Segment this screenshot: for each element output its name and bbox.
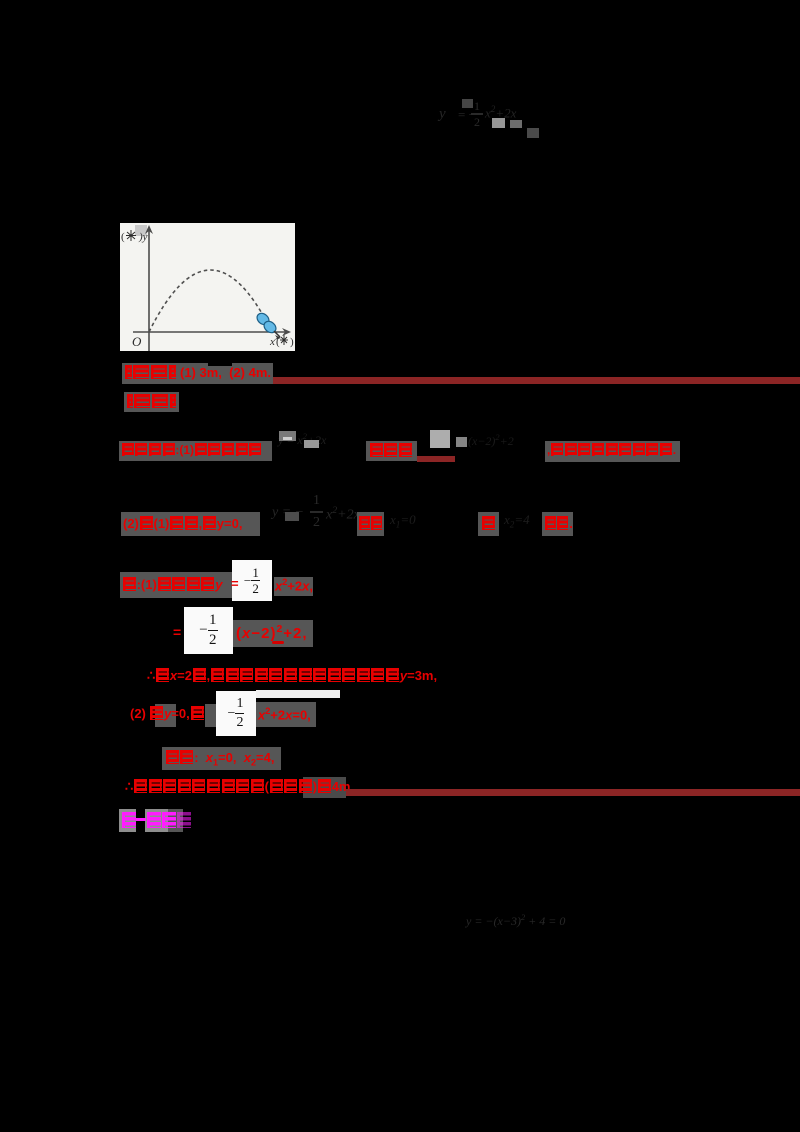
svg-text:): ) xyxy=(290,336,294,348)
svg-text:x: x xyxy=(269,336,275,348)
svg-text:(: ( xyxy=(121,231,125,243)
svg-text:)y: )y xyxy=(138,231,148,243)
svg-text:O: O xyxy=(132,334,142,349)
svg-text:(: ( xyxy=(276,336,280,348)
